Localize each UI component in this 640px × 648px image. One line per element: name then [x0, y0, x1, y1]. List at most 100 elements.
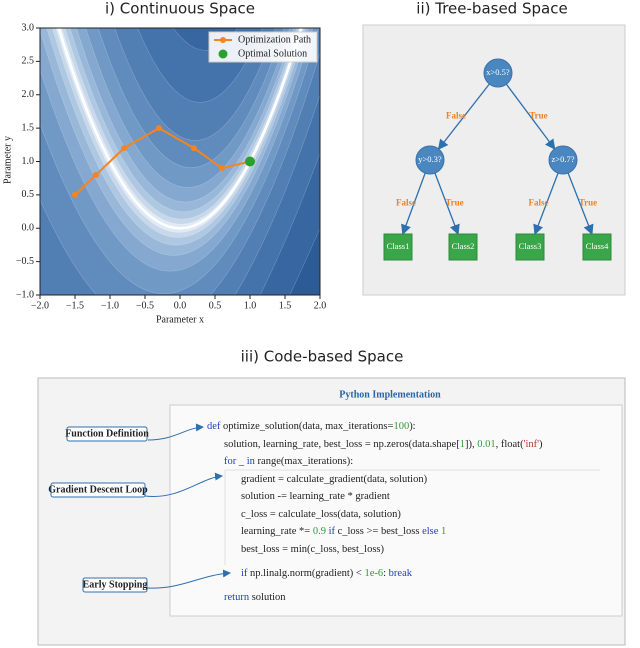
code-token: optimize_solution(data, max_iterations=	[220, 421, 393, 432]
annotation-arrow	[144, 472, 223, 497]
tree-edge	[401, 172, 426, 236]
code-token: def	[207, 421, 221, 432]
leaf-node	[383, 233, 413, 261]
code-token: ):	[409, 421, 415, 432]
leaf-label: Class2	[452, 241, 475, 251]
block-guide	[224, 469, 600, 565]
line-point	[156, 125, 162, 132]
x-tick-label: −1.5	[66, 300, 84, 311]
code-token: if	[329, 526, 336, 537]
node-label: z>0.7?	[552, 154, 575, 164]
code-token: 1	[460, 439, 465, 450]
code-token: c_loss >= best_loss	[335, 526, 422, 537]
code-token: in	[247, 456, 256, 467]
leaf-node	[448, 233, 478, 261]
contour-band	[55, 28, 303, 233]
code-token: else	[422, 526, 439, 537]
y-tick-label: 3.0	[22, 22, 35, 33]
code-token: 100	[393, 421, 409, 432]
code-token: return	[224, 592, 250, 603]
edge-label: False	[396, 198, 416, 208]
code-token: best_loss = min(c_loss, best_loss)	[241, 544, 385, 555]
x-tick-label: 1.0	[244, 300, 257, 311]
tree-node	[415, 145, 445, 175]
code-token: learning_rate *=	[241, 526, 313, 537]
y-tick-label: 2.0	[22, 89, 35, 100]
node-label: y>0.3?	[418, 154, 442, 164]
code-token: 0.9	[313, 526, 326, 537]
code-line: def optimize_solution(data, max_iteratio…	[207, 421, 416, 432]
code-token: 1	[441, 526, 446, 537]
valley-line	[57, 28, 303, 230]
tree-edge	[567, 172, 594, 236]
code-line: best_loss = min(c_loss, best_loss)	[241, 544, 385, 555]
code-line: solution -= learning_rate * gradient	[241, 491, 390, 502]
contour-band	[40, 28, 314, 272]
legend-box	[208, 31, 318, 63]
contour	[40, 28, 320, 295]
edge-label: False	[446, 111, 466, 121]
annotation-box	[50, 482, 146, 498]
scatter-point	[245, 156, 255, 167]
legend-label: Optimization Path	[238, 34, 311, 45]
y-tick-label: 0.0	[22, 223, 35, 234]
line-point	[191, 145, 197, 152]
annotation-arrow	[146, 569, 231, 589]
tree-edge	[437, 83, 490, 150]
edge-label: False	[529, 198, 549, 208]
code-line: for _ in range(max_iterations):	[224, 456, 353, 467]
code-token: if	[241, 568, 248, 579]
x-tick-label: 1.5	[279, 300, 292, 311]
tree-node	[483, 58, 513, 88]
tree-edge	[533, 172, 559, 236]
x-tick-label: 0.5	[209, 300, 222, 311]
legend-swatch	[220, 37, 226, 43]
code-token: _	[236, 456, 247, 467]
annotation-label: Gradient Descent Loop	[48, 484, 148, 495]
code-line: solution, learning_rate, best_loss = np.…	[224, 439, 543, 450]
contour-band	[40, 28, 309, 256]
line-point	[121, 145, 127, 152]
code-token: :	[383, 568, 389, 579]
code-line: gradient = calculate_gradient(data, solu…	[241, 474, 428, 485]
x-tick-label: 0.0	[174, 300, 187, 311]
leaf-label: Class1	[387, 241, 410, 251]
contour-band	[51, 28, 305, 238]
y-tick-label: −1.0	[16, 289, 34, 300]
y-tick-label: 1.5	[22, 122, 35, 133]
annotation-label: Early Stopping	[83, 579, 148, 590]
tree-edge	[434, 172, 460, 236]
y-tick-label: 0.5	[22, 189, 35, 200]
code-token: , float(	[496, 439, 524, 450]
code-line: if np.linalg.norm(gradient) < 1e-6: brea…	[241, 568, 413, 579]
x-tick-label: 2.0	[314, 300, 327, 311]
y-tick-label: −0.5	[16, 256, 34, 267]
edge-label: True	[529, 111, 547, 121]
tree-node	[548, 145, 578, 175]
code-token: ]),	[465, 439, 477, 450]
node-label: x>0.5?	[486, 67, 510, 77]
leaf-node	[582, 233, 612, 261]
code-token: 0.01	[477, 439, 495, 450]
y-tick-label: 2.5	[22, 56, 35, 67]
panel-title: iii) Code-based Space	[241, 348, 404, 366]
code-token: c_loss = calculate_loss(data, solution)	[241, 509, 401, 520]
annotation-box	[66, 426, 148, 442]
leaf-label: Class3	[519, 241, 542, 251]
panel-title: i) Continuous Space	[105, 0, 255, 18]
line-point	[93, 171, 99, 178]
annotation-label: Function Definition	[65, 428, 149, 439]
code-token: solution	[249, 592, 286, 603]
tree-edge	[505, 83, 556, 150]
code-token: gradient = calculate_gradient(data, solu…	[241, 474, 428, 485]
leaf-node	[515, 233, 545, 261]
line-point	[219, 165, 225, 172]
code-header: Python Implementation	[339, 389, 441, 400]
code-token: 'inf'	[524, 439, 540, 450]
edge-label: True	[445, 198, 463, 208]
x-tick-label: −2.0	[31, 300, 49, 311]
code-token: )	[539, 439, 543, 450]
x-tick-label: −0.5	[136, 300, 154, 311]
code-box	[169, 404, 623, 617]
legend-label: Optimal Solution	[238, 48, 307, 59]
